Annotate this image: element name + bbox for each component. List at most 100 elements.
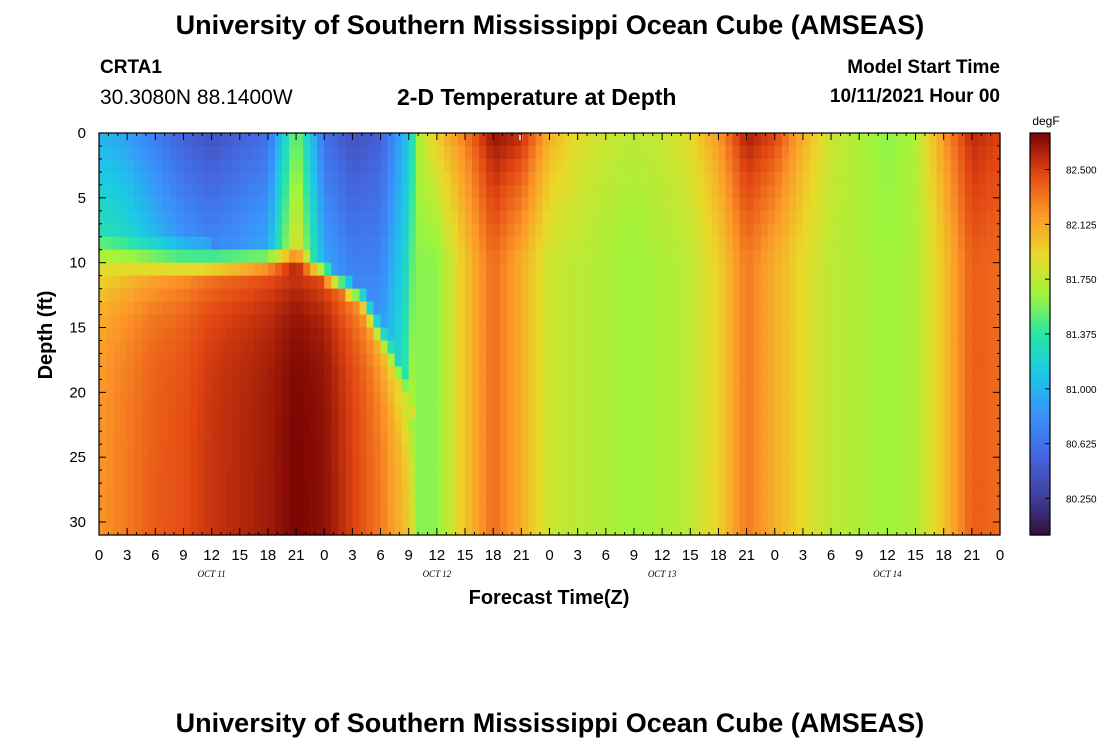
heatmap-cell [985, 301, 994, 316]
heatmap-cell [605, 158, 614, 173]
heatmap-cell [274, 145, 283, 160]
heatmap-cell [838, 405, 846, 419]
heatmap-cell [845, 522, 853, 536]
heatmap-cell [887, 366, 896, 380]
heatmap-cell [676, 483, 684, 497]
heatmap-cell [429, 301, 438, 316]
heatmap-cell [816, 275, 825, 290]
heatmap-cell [838, 444, 846, 458]
heatmap-cell [816, 301, 825, 316]
heatmap-cell [106, 340, 114, 355]
heatmap-cell [795, 301, 804, 316]
heatmap-cell [493, 392, 501, 406]
heatmap-cell [296, 223, 304, 238]
heatmap-cell [373, 470, 382, 484]
heatmap-cell [964, 470, 973, 484]
heatmap-cell [514, 496, 522, 510]
heatmap-cell [887, 210, 896, 225]
heatmap-cell [443, 392, 452, 406]
heatmap-cell [486, 405, 494, 419]
heatmap-cell [964, 184, 973, 199]
heatmap-cell [443, 171, 452, 186]
heatmap-cell [141, 158, 149, 173]
heatmap-cell [577, 379, 586, 393]
heatmap-cell [338, 288, 346, 303]
heatmap-cell [760, 509, 769, 523]
heatmap-cell [795, 444, 804, 458]
heatmap-cell [873, 197, 881, 212]
heatmap-cell [655, 171, 663, 186]
heatmap-cell [845, 197, 853, 212]
heatmap-cell [120, 444, 128, 458]
heatmap-cell [739, 301, 748, 316]
heatmap-cell [373, 262, 382, 277]
heatmap-cell [450, 262, 459, 277]
heatmap-cell [528, 366, 537, 380]
heatmap-cell [282, 496, 290, 510]
heatmap-cell [767, 353, 776, 368]
heatmap-cell [655, 496, 663, 510]
heatmap-cell [127, 262, 135, 277]
heatmap-cell [760, 249, 769, 264]
heatmap-cell [824, 340, 832, 355]
heatmap-cell [774, 483, 783, 497]
heatmap-cell [457, 483, 466, 497]
heatmap-cell [809, 470, 818, 484]
heatmap-cell [746, 236, 755, 251]
heatmap-cell [211, 392, 220, 406]
heatmap-cell [563, 288, 572, 303]
heatmap-cell [99, 470, 107, 484]
heatmap-cell [296, 301, 304, 316]
heatmap-cell [373, 509, 382, 523]
heatmap-cell [486, 522, 494, 536]
heatmap-cell [267, 457, 276, 471]
heatmap-cell [366, 236, 375, 251]
heatmap-cell [852, 288, 860, 303]
heatmap-cell [500, 197, 508, 212]
heatmap-cell [422, 457, 431, 471]
heatmap-cell [633, 301, 642, 316]
heatmap-cell [655, 197, 663, 212]
heatmap-cell [443, 210, 452, 225]
heatmap-cell [704, 133, 712, 147]
heatmap-cell [809, 249, 818, 264]
heatmap-cell [457, 405, 466, 419]
heatmap-cell [605, 223, 614, 238]
heatmap-cell [802, 133, 811, 147]
heatmap-cell [641, 301, 649, 316]
heatmap-cell [443, 509, 452, 523]
heatmap-cell [127, 379, 135, 393]
heatmap-cell [239, 223, 248, 238]
heatmap-cell [992, 210, 1001, 225]
heatmap-cell [802, 327, 811, 342]
heatmap-cell [528, 327, 537, 342]
heatmap-cell [626, 522, 635, 536]
heatmap-cell [978, 522, 987, 536]
heatmap-cell [866, 158, 874, 173]
heatmap-cell [204, 158, 213, 173]
heatmap-cell [669, 405, 677, 419]
heatmap-cell [992, 392, 1001, 406]
heatmap-cell [204, 431, 213, 445]
heatmap-cell [683, 509, 691, 523]
heatmap-cell [232, 509, 241, 523]
heatmap-cell [662, 145, 670, 160]
heatmap-cell [225, 444, 234, 458]
heatmap-cell [253, 353, 262, 368]
heatmap-cell [260, 522, 269, 536]
heatmap-cell [296, 444, 304, 458]
heatmap-cell [971, 210, 980, 225]
heatmap-cell [760, 327, 769, 342]
heatmap-cell [141, 470, 149, 484]
heatmap-cell [605, 314, 614, 329]
heatmap-cell [859, 171, 867, 186]
heatmap-cell [633, 249, 642, 264]
colorbar-band [1030, 271, 1050, 277]
heatmap-cell [387, 158, 396, 173]
heatmap-cell [486, 392, 494, 406]
heatmap-cell [873, 262, 881, 277]
heatmap-cell [190, 379, 199, 393]
colorbar-band [1030, 429, 1050, 434]
heatmap-cell [472, 431, 480, 445]
heatmap-cell [648, 275, 656, 290]
